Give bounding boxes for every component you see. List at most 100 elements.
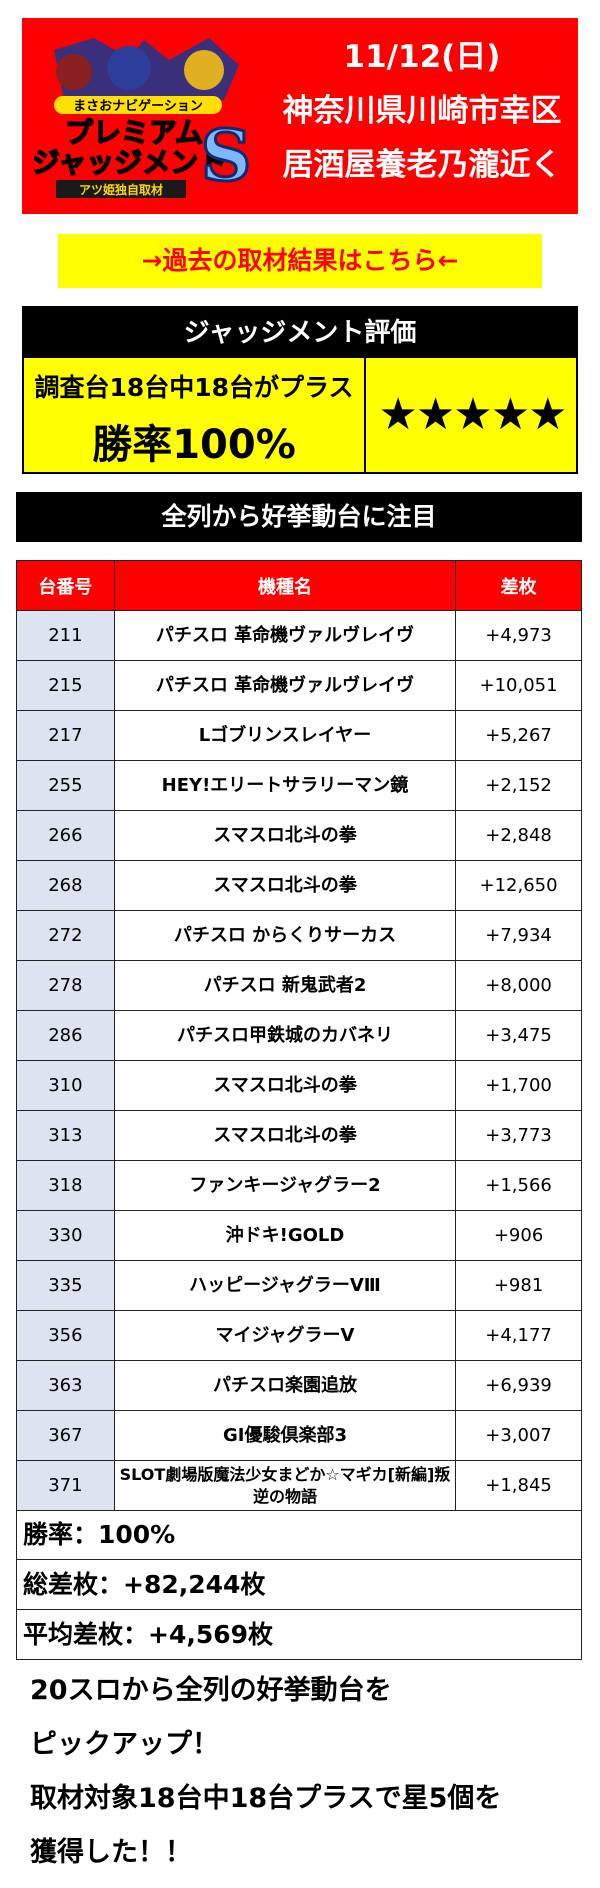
header-machine-name: 機種名 bbox=[113, 560, 457, 611]
header-location-2: 居酒屋養老乃瀧近く bbox=[282, 147, 562, 183]
table-row: 367 GI優駿倶楽部3 +3,007 bbox=[16, 1410, 582, 1461]
coin-difference: +12,650 bbox=[455, 860, 582, 911]
coin-difference: +1,845 bbox=[455, 1460, 582, 1511]
evaluation-win-rate: 勝率100% bbox=[92, 422, 296, 468]
coin-difference: +3,475 bbox=[455, 1010, 582, 1061]
table-header-row: 台番号 機種名 差枚 bbox=[16, 560, 582, 611]
machine-number: 363 bbox=[16, 1360, 115, 1411]
coin-difference: +6,939 bbox=[455, 1360, 582, 1411]
coin-difference: +3,773 bbox=[455, 1110, 582, 1161]
table-row: 310 スマスロ北斗の拳 +1,700 bbox=[16, 1060, 582, 1111]
machine-name: パチスロ 新鬼武者2 bbox=[113, 960, 457, 1011]
coin-difference: +10,051 bbox=[455, 660, 582, 711]
machine-name: パチスロ楽園追放 bbox=[113, 1360, 457, 1411]
summary-total: 総差枚：+82,244枚 bbox=[16, 1560, 582, 1610]
machine-name: スマスロ北斗の拳 bbox=[113, 1060, 457, 1111]
table-row: 278 パチスロ 新鬼武者2 +8,000 bbox=[16, 960, 582, 1011]
machine-name: パチスロ甲鉄城のカバネリ bbox=[113, 1010, 457, 1061]
table-row: 272 パチスロ からくりサーカス +7,934 bbox=[16, 910, 582, 961]
footer-text: 20スロから全列の好挙動台を ピックアップ！ 取材対象18台中18台プラスで星5… bbox=[30, 1664, 570, 1880]
machine-number: 335 bbox=[16, 1260, 115, 1311]
evaluation-line-1: 調査台18台中18台がプラス bbox=[34, 373, 354, 402]
machine-name: マイジャグラーV bbox=[113, 1310, 457, 1361]
machine-number: 211 bbox=[16, 610, 115, 661]
header-machine-number: 台番号 bbox=[16, 560, 115, 611]
table-row: 363 パチスロ楽園追放 +6,939 bbox=[16, 1360, 582, 1411]
header-info: 11/12(日) 神奈川県川崎市幸区 居酒屋養老乃瀧近く bbox=[272, 30, 572, 192]
machine-name: スマスロ北斗の拳 bbox=[113, 810, 457, 861]
machine-number: 268 bbox=[16, 860, 115, 911]
logo-main-line-2: ジャッジメント bbox=[34, 146, 226, 179]
coin-difference: +2,152 bbox=[455, 760, 582, 811]
machine-name: GI優駿倶楽部3 bbox=[113, 1410, 457, 1461]
machine-number: 367 bbox=[16, 1410, 115, 1461]
machine-number: 310 bbox=[16, 1060, 115, 1111]
header-date: 11/12(日) bbox=[343, 39, 501, 75]
header-banner: まさおナビゲーション プレミアム ジャッジメント S アツ姫独自取材 11/12… bbox=[22, 18, 578, 214]
machine-name: ファンキージャグラー2 bbox=[113, 1160, 457, 1211]
header-location-1: 神奈川県川崎市幸区 bbox=[282, 93, 562, 129]
machine-number: 313 bbox=[16, 1110, 115, 1161]
machine-name: スマスロ北斗の拳 bbox=[113, 1110, 457, 1161]
machine-number: 371 bbox=[16, 1460, 115, 1511]
coin-difference: +1,566 bbox=[455, 1160, 582, 1211]
summary-win-rate: 勝率：100% bbox=[16, 1510, 582, 1560]
footer-line-4: 獲得した！！ bbox=[30, 1837, 192, 1868]
table-row: 335 ハッピージャグラーVⅢ +981 bbox=[16, 1260, 582, 1311]
coin-difference: +906 bbox=[455, 1210, 582, 1261]
machine-name: パチスロ 革命機ヴァルヴレイヴ bbox=[113, 610, 457, 661]
machine-name: SLOT劇場版魔法少女まどか☆マギカ[新編]叛逆の物語 bbox=[113, 1460, 457, 1511]
star-rating: ★★★★★ bbox=[378, 389, 567, 440]
coin-difference: +5,267 bbox=[455, 710, 582, 761]
machine-number: 356 bbox=[16, 1310, 115, 1361]
machine-number: 330 bbox=[16, 1210, 115, 1261]
table-row: 356 マイジャグラーV +4,177 bbox=[16, 1310, 582, 1361]
coin-difference: +3,007 bbox=[455, 1410, 582, 1461]
header-difference: 差枚 bbox=[455, 560, 582, 611]
logo-sub-text: アツ姫独自取材 bbox=[79, 182, 163, 197]
past-results-link[interactable]: →過去の取材結果はこちら← bbox=[58, 234, 542, 288]
logo-main-line-1: プレミアム bbox=[65, 116, 203, 149]
coin-difference: +981 bbox=[455, 1260, 582, 1311]
machine-name: パチスロ からくりサーカス bbox=[113, 910, 457, 961]
table-row: 217 Lゴブリンスレイヤー +5,267 bbox=[16, 710, 582, 761]
table-row: 211 パチスロ 革命機ヴァルヴレイヴ +4,973 bbox=[16, 610, 582, 661]
machine-name: スマスロ北斗の拳 bbox=[113, 860, 457, 911]
machine-number: 286 bbox=[16, 1010, 115, 1061]
machine-name: パチスロ 革命機ヴァルヴレイヴ bbox=[113, 660, 457, 711]
coin-difference: +4,177 bbox=[455, 1310, 582, 1361]
machine-name: 沖ドキ!GOLD bbox=[113, 1210, 457, 1261]
coin-difference: +4,973 bbox=[455, 610, 582, 661]
table-row: 286 パチスロ甲鉄城のカバネリ +3,475 bbox=[16, 1010, 582, 1061]
evaluation-result: 調査台18台中18台がプラス 勝率100% bbox=[24, 358, 366, 472]
machine-number: 215 bbox=[16, 660, 115, 711]
table-row: 266 スマスロ北斗の拳 +2,848 bbox=[16, 810, 582, 861]
machine-number: 318 bbox=[16, 1160, 115, 1211]
coin-difference: +2,848 bbox=[455, 810, 582, 861]
footer-line-2: ピックアップ！ bbox=[30, 1729, 219, 1760]
machine-number: 266 bbox=[16, 810, 115, 861]
summary-average: 平均差枚：+4,569枚 bbox=[16, 1610, 582, 1660]
evaluation-title: ジャッジメント評価 bbox=[24, 308, 576, 358]
judgment-evaluation-box: ジャッジメント評価 調査台18台中18台がプラス 勝率100% ★★★★★ bbox=[22, 306, 578, 474]
footer-line-3: 取材対象18台中18台プラスで星5個を bbox=[30, 1783, 502, 1814]
coin-difference: +1,700 bbox=[455, 1060, 582, 1111]
premium-judgment-logo: まさおナビゲーション プレミアム ジャッジメント S アツ姫独自取材 bbox=[34, 30, 254, 202]
machine-number: 272 bbox=[16, 910, 115, 961]
logo-top-text: まさおナビゲーション bbox=[73, 98, 203, 114]
logo-s-letter: S bbox=[201, 114, 252, 197]
results-table: 台番号 機種名 差枚 211 パチスロ 革命機ヴァルヴレイヴ +4,973 215 パ… bbox=[16, 560, 582, 1511]
machine-number: 278 bbox=[16, 960, 115, 1011]
table-row: 318 ファンキージャグラー2 +1,566 bbox=[16, 1160, 582, 1211]
machine-number: 255 bbox=[16, 760, 115, 811]
machine-name: HEY!エリートサラリーマン鏡 bbox=[113, 760, 457, 811]
table-row: 255 HEY!エリートサラリーマン鏡 +2,152 bbox=[16, 760, 582, 811]
table-row: 371 SLOT劇場版魔法少女まどか☆マギカ[新編]叛逆の物語 +1,845 bbox=[16, 1460, 582, 1511]
machine-name: Lゴブリンスレイヤー bbox=[113, 710, 457, 761]
footer-line-1: 20スロから全列の好挙動台を bbox=[30, 1675, 392, 1706]
coin-difference: +8,000 bbox=[455, 960, 582, 1011]
section-title: 全列から好挙動台に注目 bbox=[16, 492, 582, 542]
machine-name: ハッピージャグラーVⅢ bbox=[113, 1260, 457, 1311]
coin-difference: +7,934 bbox=[455, 910, 582, 961]
table-row: 215 パチスロ 革命機ヴァルヴレイヴ +10,051 bbox=[16, 660, 582, 711]
